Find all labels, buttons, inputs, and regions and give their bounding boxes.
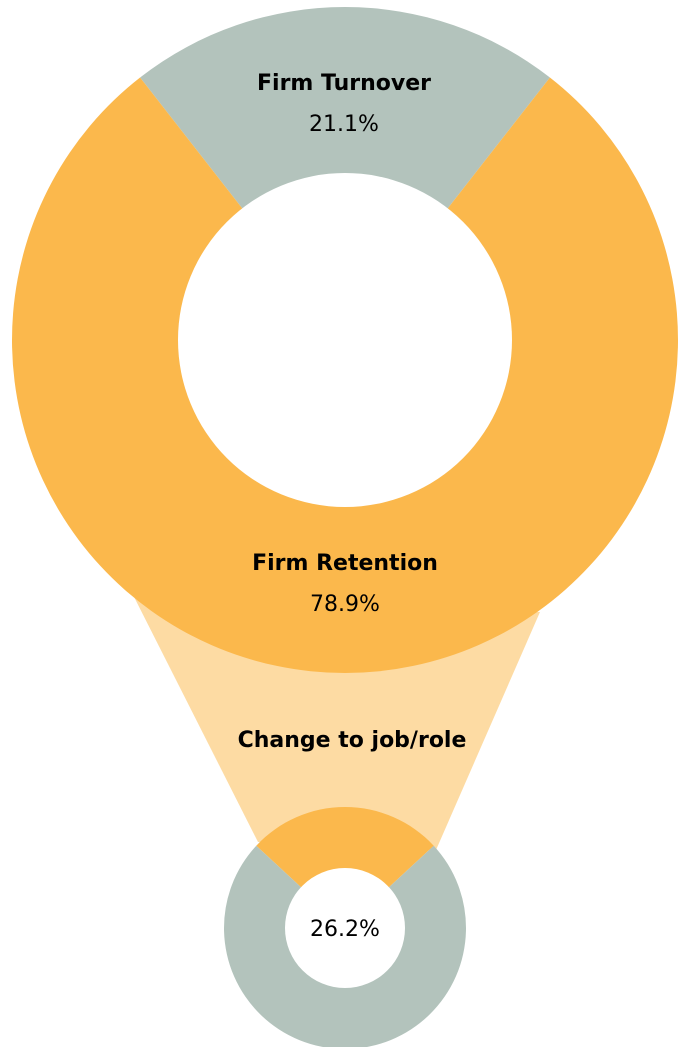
slice-label-firm-retention: Firm Retention <box>252 551 438 576</box>
slice-value-firm-retention: 78.9% <box>310 592 380 617</box>
slice-label-firm-turnover: Firm Turnover <box>257 71 431 96</box>
big-donut-hole <box>178 173 512 507</box>
small-donut-slice-0 <box>256 807 434 928</box>
slice-value-firm-turnover: 21.1% <box>309 112 379 137</box>
small-donut-value: 26.2% <box>310 917 380 942</box>
connector-label: Change to job/role <box>238 728 467 753</box>
small-donut-hole <box>285 868 405 988</box>
